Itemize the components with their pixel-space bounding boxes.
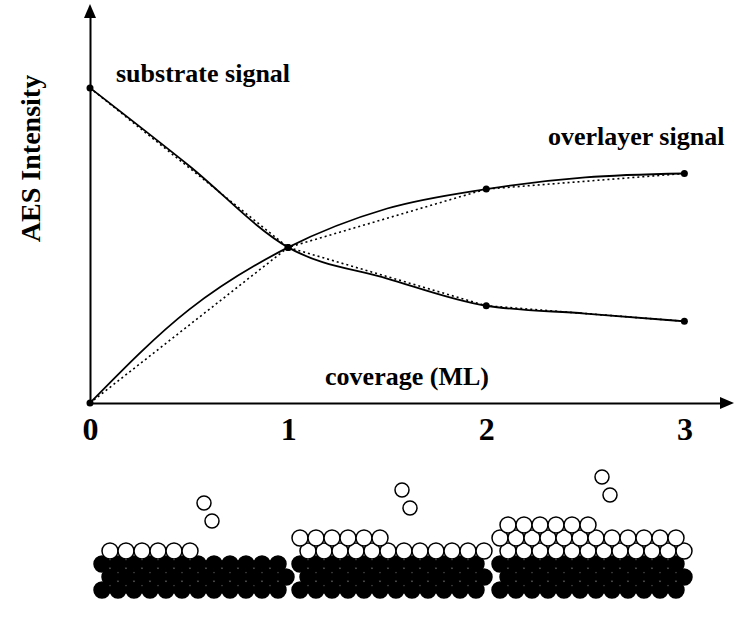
x-arrow [720,397,734,409]
x-tick-label: 3 [677,411,693,447]
overlayer-atom [372,530,388,546]
x-axis-title: coverage (ML) [325,362,489,391]
falling-atom [595,470,609,484]
falling-atom [603,488,617,502]
overlayer-atom [444,543,460,559]
growth-panel [292,483,492,598]
x-tick: 2 [479,403,495,447]
x-tick: 3 [677,403,693,447]
point [681,318,688,325]
chart: 0 1 2 3 substrate signal overlayer signal cove… [0,0,738,620]
overlayer-atom [150,543,166,559]
point [483,302,490,309]
substrate-atom [222,556,238,572]
point [87,400,94,407]
overlayer-atom [476,543,492,559]
y-axis [90,15,91,404]
overlayer-atom [500,517,516,533]
growth-panel [94,496,294,598]
growth-illustration [94,470,692,598]
y-arrow [84,4,96,18]
series-label: substrate signal [116,59,290,88]
overlayer-atom [428,543,444,559]
series-labels: substrate signal overlayer signal [116,59,724,152]
substrate-atom [254,556,270,572]
overlayer-atom [412,543,428,559]
x-tick-label: 0 [83,411,99,447]
overlayer-atom [460,543,476,559]
overlayer-atom [548,517,564,533]
overlayer-atom [356,530,372,546]
overlayer-atom [668,530,684,546]
substrate-atom [238,556,254,572]
overlayer-atom [604,530,620,546]
x-axis-line [91,403,725,405]
overlayer-atom [340,530,356,546]
overlayer-atom [292,530,308,546]
overlayer-atom [636,530,652,546]
growth-panel [492,470,692,598]
x-axis: 0 1 2 3 [83,403,725,447]
substrate-atom [206,556,222,572]
overlayer-atom [324,530,340,546]
x-tick-label: 2 [479,411,495,447]
overlayer-atom [532,517,548,533]
point [87,84,94,91]
point [681,170,688,177]
point [285,244,292,251]
overlayer-atom [652,530,668,546]
overlayer-atom [564,517,580,533]
overlayer-atom [516,517,532,533]
substrate-atom [270,556,286,572]
x-tick-label: 1 [281,411,297,447]
falling-atom [395,483,409,497]
x-tick: 0 [83,403,99,447]
solid-line [90,173,684,403]
overlayer-atom [166,543,182,559]
overlayer-atom [396,543,412,559]
series-label: overlayer signal [548,122,724,151]
overlayer-atom [102,543,118,559]
y-axis-title: AES Intensity [15,75,46,242]
overlayer-atom [134,543,150,559]
y-axis-line [90,15,92,404]
overlayer-atom [182,543,198,559]
falling-atom [205,514,219,528]
dotted-line [90,173,684,403]
falling-atom [403,501,417,515]
x-tick: 1 [281,403,297,447]
overlayer-atom [308,530,324,546]
overlayer-atom [580,517,596,533]
point [483,186,490,193]
overlayer-atom [620,530,636,546]
falling-atom [197,496,211,510]
point [285,244,292,251]
overlayer-atom [118,543,134,559]
